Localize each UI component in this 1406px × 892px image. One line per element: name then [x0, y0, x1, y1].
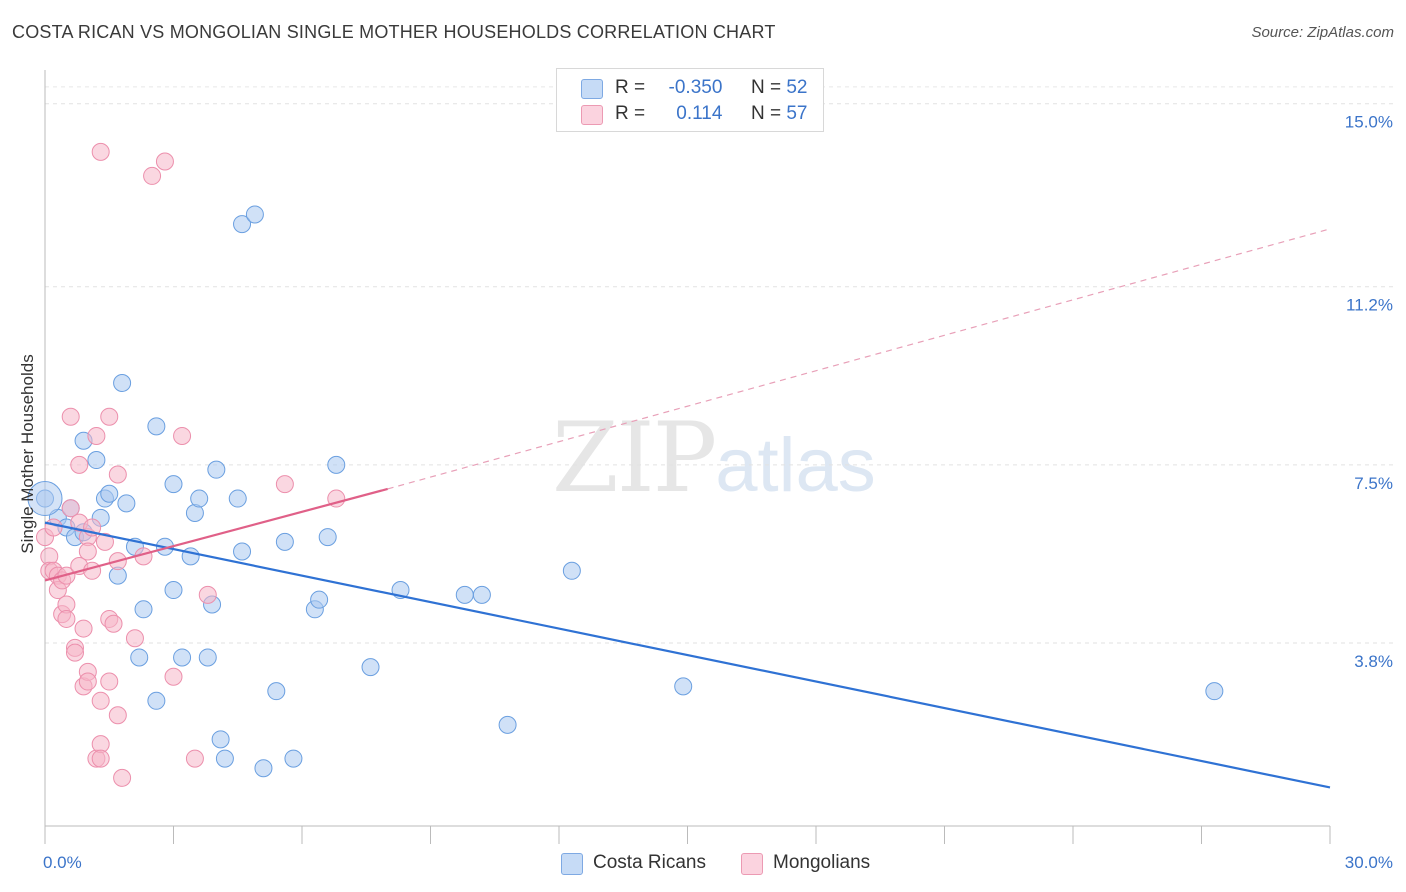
point-mongolians: [78, 542, 97, 561]
point-mongolians: [100, 407, 119, 426]
point-mongolians: [108, 465, 127, 484]
point-mongolians: [198, 585, 217, 604]
bottom-legend-swatch-blue: [561, 853, 583, 875]
point-mongolians: [44, 518, 63, 537]
point-costa-ricans: [275, 532, 294, 551]
point-costa-ricans: [562, 561, 581, 580]
point-costa-ricans: [190, 489, 209, 508]
point-mongolians: [113, 768, 132, 787]
point-mongolians: [61, 407, 80, 426]
bottom-legend-swatch-pink: [741, 853, 763, 875]
point-mongolians: [91, 749, 110, 768]
legend-swatch-pink: [581, 105, 603, 125]
point-costa-ricans: [498, 715, 517, 734]
legend-r-value: -0.350: [668, 77, 723, 98]
point-costa-ricans: [674, 677, 693, 696]
x-tick-label: 30.0%: [1345, 853, 1393, 872]
legend-r-value: 0.114: [676, 103, 723, 124]
trend-line-mongolians: [44, 487, 388, 582]
y-tick-label: 7.5%: [1354, 474, 1393, 493]
legend-r-label: R =: [615, 77, 646, 98]
point-costa-ricans: [318, 528, 337, 547]
source-label: Source: ZipAtlas.com: [1251, 24, 1394, 41]
point-costa-ricans: [198, 648, 217, 667]
point-costa-ricans-large: [27, 481, 63, 517]
legend-r-label: R =: [615, 103, 646, 124]
point-costa-ricans: [130, 648, 149, 667]
point-mongolians: [173, 426, 192, 445]
point-costa-ricans: [100, 484, 119, 503]
point-costa-ricans: [267, 682, 286, 701]
point-costa-ricans: [215, 749, 234, 768]
point-mongolians: [185, 749, 204, 768]
point-mongolians: [91, 691, 110, 710]
point-mongolians: [275, 475, 294, 494]
point-costa-ricans: [472, 585, 491, 604]
point-costa-ricans: [245, 205, 264, 224]
point-costa-ricans: [211, 730, 230, 749]
point-mongolians: [65, 643, 84, 662]
point-costa-ricans: [164, 581, 183, 600]
point-costa-ricans: [207, 460, 226, 479]
point-costa-ricans: [1205, 682, 1224, 701]
point-mongolians: [87, 426, 106, 445]
point-costa-ricans: [254, 759, 273, 778]
trend-extension-mongolians: [387, 228, 1331, 490]
bottom-legend-label: Mongolians: [773, 852, 871, 873]
y-tick-label: 3.8%: [1354, 652, 1393, 671]
point-costa-ricans: [228, 489, 247, 508]
bottom-legend-label: Costa Ricans: [593, 852, 706, 873]
point-costa-ricans: [164, 475, 183, 494]
legend-n-value: 52: [786, 77, 808, 98]
point-mongolians: [100, 672, 119, 691]
point-mongolians: [74, 619, 93, 638]
watermark-atlas: atlas: [715, 423, 876, 508]
y-tick-label: 11.2%: [1346, 296, 1393, 315]
point-mongolians: [164, 667, 183, 686]
point-costa-ricans: [233, 542, 252, 561]
x-tick-label: 0.0%: [43, 853, 82, 872]
point-mongolians: [155, 152, 174, 171]
point-costa-ricans: [455, 585, 474, 604]
point-costa-ricans: [113, 373, 132, 392]
point-mongolians: [143, 166, 162, 185]
point-mongolians: [70, 455, 89, 474]
point-mongolians: [61, 499, 80, 518]
point-costa-ricans: [284, 749, 303, 768]
point-mongolians: [78, 672, 97, 691]
point-mongolians: [91, 142, 110, 161]
point-mongolians: [104, 614, 123, 633]
y-tick-label: 15.0%: [1345, 113, 1393, 132]
point-costa-ricans: [117, 494, 136, 513]
point-costa-ricans: [173, 648, 192, 667]
legend-n-label: N =: [750, 103, 782, 124]
point-mongolians: [95, 532, 114, 551]
point-costa-ricans: [327, 455, 346, 474]
point-costa-ricans: [87, 451, 106, 470]
point-costa-ricans: [310, 590, 329, 609]
y-axis-label: Single Mother Households: [18, 354, 37, 554]
legend-n-value: 57: [786, 103, 808, 124]
legend-n-label: N =: [750, 77, 782, 98]
point-costa-ricans: [233, 215, 252, 234]
correlation-legend: R = -0.350 N = 52 R = 0.114 N = 57: [556, 68, 824, 132]
point-costa-ricans: [361, 658, 380, 677]
point-mongolians: [125, 629, 144, 648]
point-mongolians: [57, 609, 76, 628]
chart-title: COSTA RICAN VS MONGOLIAN SINGLE MOTHER H…: [12, 22, 776, 42]
point-costa-ricans: [134, 600, 153, 619]
trend-line-costa-ricans: [44, 521, 1331, 789]
point-mongolians: [83, 561, 102, 580]
legend-swatch-blue: [581, 79, 603, 99]
point-costa-ricans: [147, 691, 166, 710]
point-mongolians: [108, 706, 127, 725]
point-costa-ricans: [147, 417, 166, 436]
